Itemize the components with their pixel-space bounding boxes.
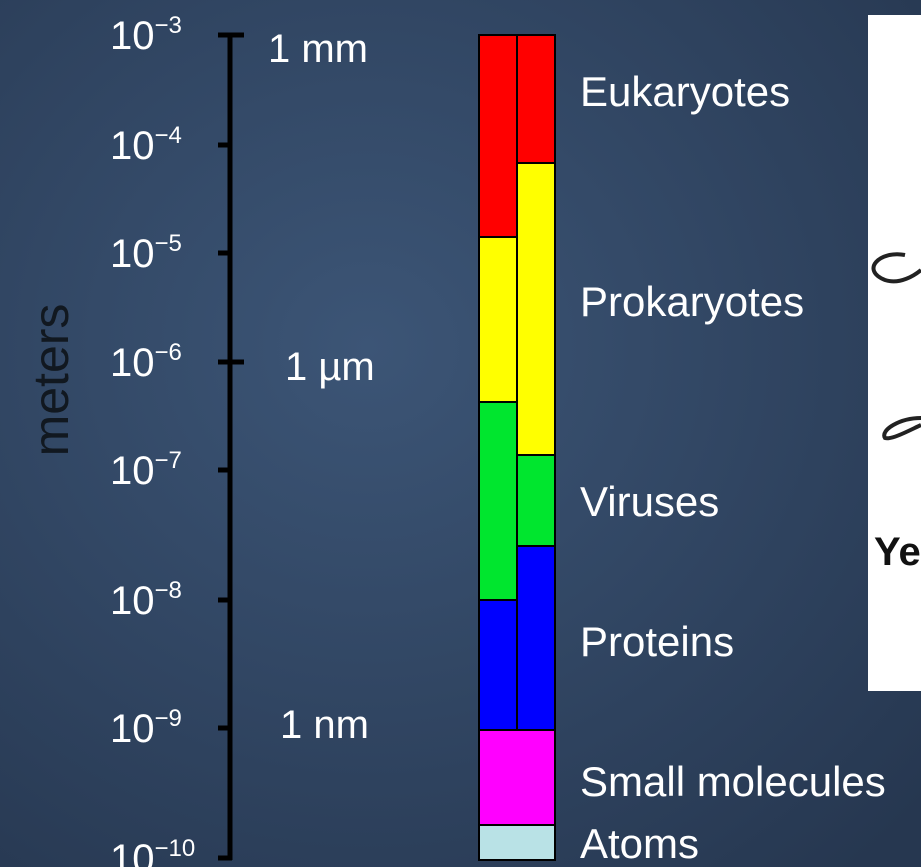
scale-column xyxy=(478,34,556,861)
unit-label: 1 mm xyxy=(268,27,368,71)
unit-label: 1 nm xyxy=(280,703,369,747)
tick-exponent: −9 xyxy=(155,705,182,732)
tick-base: 10 xyxy=(110,14,155,58)
tick-label: 10−10 xyxy=(110,835,195,867)
category-label: Proteins xyxy=(580,618,734,665)
card xyxy=(868,15,921,691)
block-small-molecules xyxy=(478,729,556,826)
tick-label: 10−8 xyxy=(110,577,182,623)
category-label: Atoms xyxy=(580,820,699,867)
tick-base: 10 xyxy=(110,579,155,623)
category-label: Small molecules xyxy=(580,758,886,805)
unit-label: 1 µm xyxy=(285,345,375,389)
block-eukaryotes xyxy=(516,34,556,164)
category-label: Prokaryotes xyxy=(580,278,804,325)
tick-base: 10 xyxy=(110,837,155,867)
block-atoms xyxy=(478,824,556,861)
tick-exponent: −8 xyxy=(155,577,182,604)
block-proteins xyxy=(516,545,556,731)
block-eukaryotes xyxy=(478,34,518,238)
tick-label: 10−5 xyxy=(110,230,182,276)
tick-base: 10 xyxy=(110,124,155,168)
block-viruses xyxy=(516,454,556,547)
tick-exponent: −3 xyxy=(155,12,182,39)
tick-exponent: −5 xyxy=(155,230,182,257)
tick-base: 10 xyxy=(110,232,155,276)
tick-base: 10 xyxy=(110,341,155,385)
tick-label: 10−7 xyxy=(110,447,182,493)
card-drawing xyxy=(882,416,921,441)
category-label: Viruses xyxy=(580,478,719,525)
card-drawing xyxy=(871,252,921,284)
tick-exponent: −10 xyxy=(155,835,196,862)
tick-label: 10−6 xyxy=(110,339,182,385)
tick-exponent: −7 xyxy=(155,447,182,474)
tick-base: 10 xyxy=(110,707,155,751)
tick-exponent: −6 xyxy=(155,339,182,366)
card-text: Ye xyxy=(874,530,921,574)
tick-exponent: −4 xyxy=(155,122,182,149)
block-viruses xyxy=(478,401,518,601)
tick-label: 10−9 xyxy=(110,705,182,751)
ticks: 10−310−410−510−610−710−810−910−10 xyxy=(110,12,244,867)
tick-label: 10−4 xyxy=(110,122,182,168)
axis-label: meters xyxy=(23,304,79,457)
tick-label: 10−3 xyxy=(110,12,182,58)
block-prokaryotes xyxy=(516,162,556,456)
block-proteins xyxy=(478,599,518,731)
category-label: Eukaryotes xyxy=(580,68,790,115)
tick-base: 10 xyxy=(110,449,155,493)
block-prokaryotes xyxy=(478,236,518,403)
